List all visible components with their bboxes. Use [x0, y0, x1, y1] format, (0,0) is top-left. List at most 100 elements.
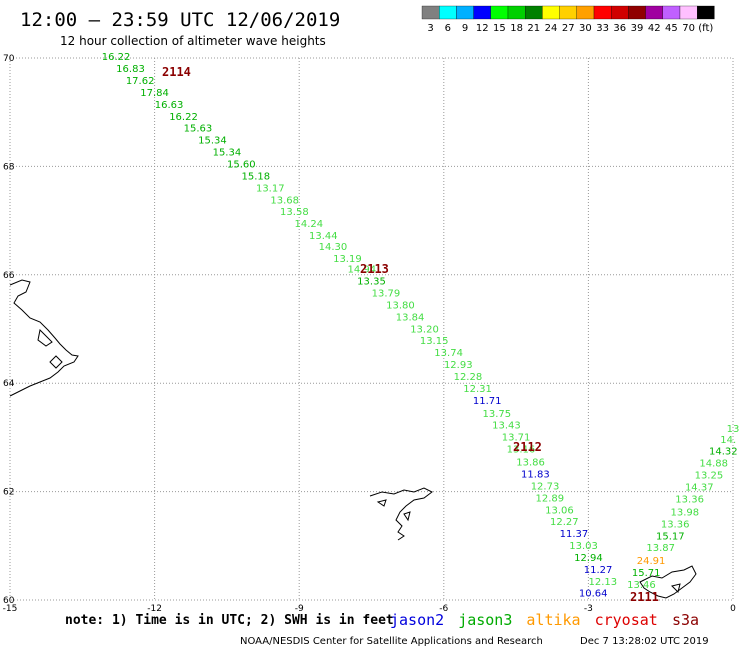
legend-swatch [593, 5, 612, 20]
wave-height-value: 14. [720, 435, 736, 446]
legend-swatch [559, 5, 577, 20]
map-frame [9, 57, 734, 601]
coastline-greenland [9, 279, 79, 397]
lat-tick-label: 60 [3, 596, 15, 606]
wave-height-value: 13.35 [357, 277, 386, 288]
wave-height-value: 16.22 [102, 52, 131, 63]
wave-height-value: 13.15 [420, 336, 449, 347]
wave-height-value: 24.91 [637, 556, 666, 567]
wave-height-value: 12.31 [463, 384, 492, 395]
legend-label: 6 [445, 23, 451, 34]
wave-height-value: 12.13 [589, 577, 618, 588]
legend-label: 27 [562, 23, 575, 34]
lon-tick-label: 0 [730, 604, 736, 614]
wave-height-value: 13.03 [569, 541, 598, 552]
wave-height-value: 14.32 [709, 447, 738, 458]
wave-height-value: 16.22 [169, 112, 198, 123]
legend-label: 24 [545, 23, 558, 34]
legend-swatch [507, 5, 526, 20]
wave-height-value: 11.71 [473, 396, 502, 407]
wave-height-value: 13.20 [410, 324, 439, 335]
wave-height-value: 11.27 [584, 565, 613, 576]
satellite-label: altika [526, 611, 580, 629]
lon-tick-label: -9 [295, 604, 304, 614]
satellite-label: cryosat [595, 611, 658, 629]
legend-label: 39 [631, 23, 644, 34]
wave-height-value: 13.86 [516, 458, 545, 469]
wave-height-value: 14.94 [348, 265, 377, 276]
wave-height-value: 17.84 [140, 88, 169, 99]
wave-height-value: 12.28 [454, 372, 483, 383]
legend-swatch [490, 5, 509, 20]
wave-height-value: 12.89 [536, 493, 565, 504]
legend-swatch [421, 5, 440, 20]
wave-height-value: 13.58 [280, 207, 309, 218]
wave-height-value: 13.17 [256, 183, 285, 194]
wave-height-value: 13.75 [482, 409, 511, 420]
lon-tick-label: -6 [439, 604, 448, 614]
pass-time-label: 2112 [513, 440, 542, 454]
legend-label: 18 [510, 23, 523, 34]
wave-height-value: 13.44 [309, 231, 338, 242]
satellite-label: s3a [672, 611, 699, 629]
wave-height-value: 13.16 [507, 445, 536, 456]
legend-swatch [628, 5, 646, 20]
wave-height-value: 15.71 [632, 568, 661, 579]
wave-height-value: 13.79 [372, 288, 401, 299]
wave-height-value: 15.17 [656, 531, 685, 542]
legend-swatch [473, 5, 491, 20]
lat-tick-label: 62 [3, 488, 14, 498]
wave-height-value: 13.87 [646, 543, 675, 554]
wave-height-value: 13.68 [270, 195, 299, 206]
wave-height-value: 14.37 [685, 483, 714, 494]
footer-note: note: 1) Time is in UTC; 2) SWH is in fe… [65, 613, 394, 628]
legend-swatch [697, 5, 715, 20]
legend-label: 21 [527, 23, 540, 34]
coastline-shetland [639, 565, 697, 599]
legend-label: 70 [682, 23, 695, 34]
lon-tick-label: -15 [3, 604, 18, 614]
wave-height-value: 12.27 [550, 517, 579, 528]
legend-label: (ft) [698, 23, 713, 34]
wave-height-value: 11.83 [521, 470, 550, 481]
wave-height-value: 14.88 [699, 459, 728, 470]
wave-height-value: 12.73 [531, 481, 560, 492]
wave-height-value: 13.19 [333, 254, 362, 265]
pass-time-label: 2111 [630, 590, 659, 604]
wave-height-value: 16.63 [155, 100, 184, 111]
lat-tick-label: 64 [3, 379, 15, 389]
wave-height-value: 13.06 [545, 505, 574, 516]
legend-label: 12 [476, 23, 489, 34]
wave-height-value: 13.36 [675, 494, 704, 505]
legend-label: 33 [596, 23, 609, 34]
wave-height-value: 11.37 [560, 529, 589, 540]
pass-time-label: 2113 [360, 262, 389, 276]
satellite-label: jason3 [458, 611, 512, 629]
wave-height-value: 15.63 [184, 124, 213, 135]
legend-swatch [611, 5, 629, 20]
legend-label: 45 [665, 23, 678, 34]
lon-tick-label: -3 [584, 604, 593, 614]
lat-tick-label: 66 [3, 271, 15, 281]
legend-swatch [542, 5, 560, 20]
satellite-legend: jason2 jason3 altika cryosat s3a [390, 611, 699, 629]
legend-swatch [645, 5, 663, 20]
wave-height-value: 13.46 [627, 580, 656, 591]
legend-swatch [456, 5, 474, 20]
wave-height-value: 15.60 [227, 159, 256, 170]
timestamp-text: Dec 7 13:28:02 UTC 2019 [580, 636, 709, 647]
legend-label: 42 [648, 23, 661, 34]
wave-height-value: 13.71 [502, 433, 531, 444]
lat-tick-label: 70 [3, 54, 15, 64]
wave-height-value: 10.64 [579, 589, 608, 600]
legend-swatch [679, 5, 698, 20]
lon-tick-label: -12 [147, 604, 162, 614]
lat-tick-label: 68 [3, 162, 15, 172]
legend-label: 3 [427, 23, 433, 34]
wave-height-value: 12.93 [444, 360, 473, 371]
legend-label: 30 [579, 23, 592, 34]
altimeter-track-main: 16.2216.8317.6217.8416.6316.2215.6315.34… [102, 52, 617, 600]
altimeter-track-right: 1314.14.3214.8813.2514.3713.3613.9813.36… [627, 424, 739, 591]
wave-height-value: 13.98 [670, 507, 699, 518]
